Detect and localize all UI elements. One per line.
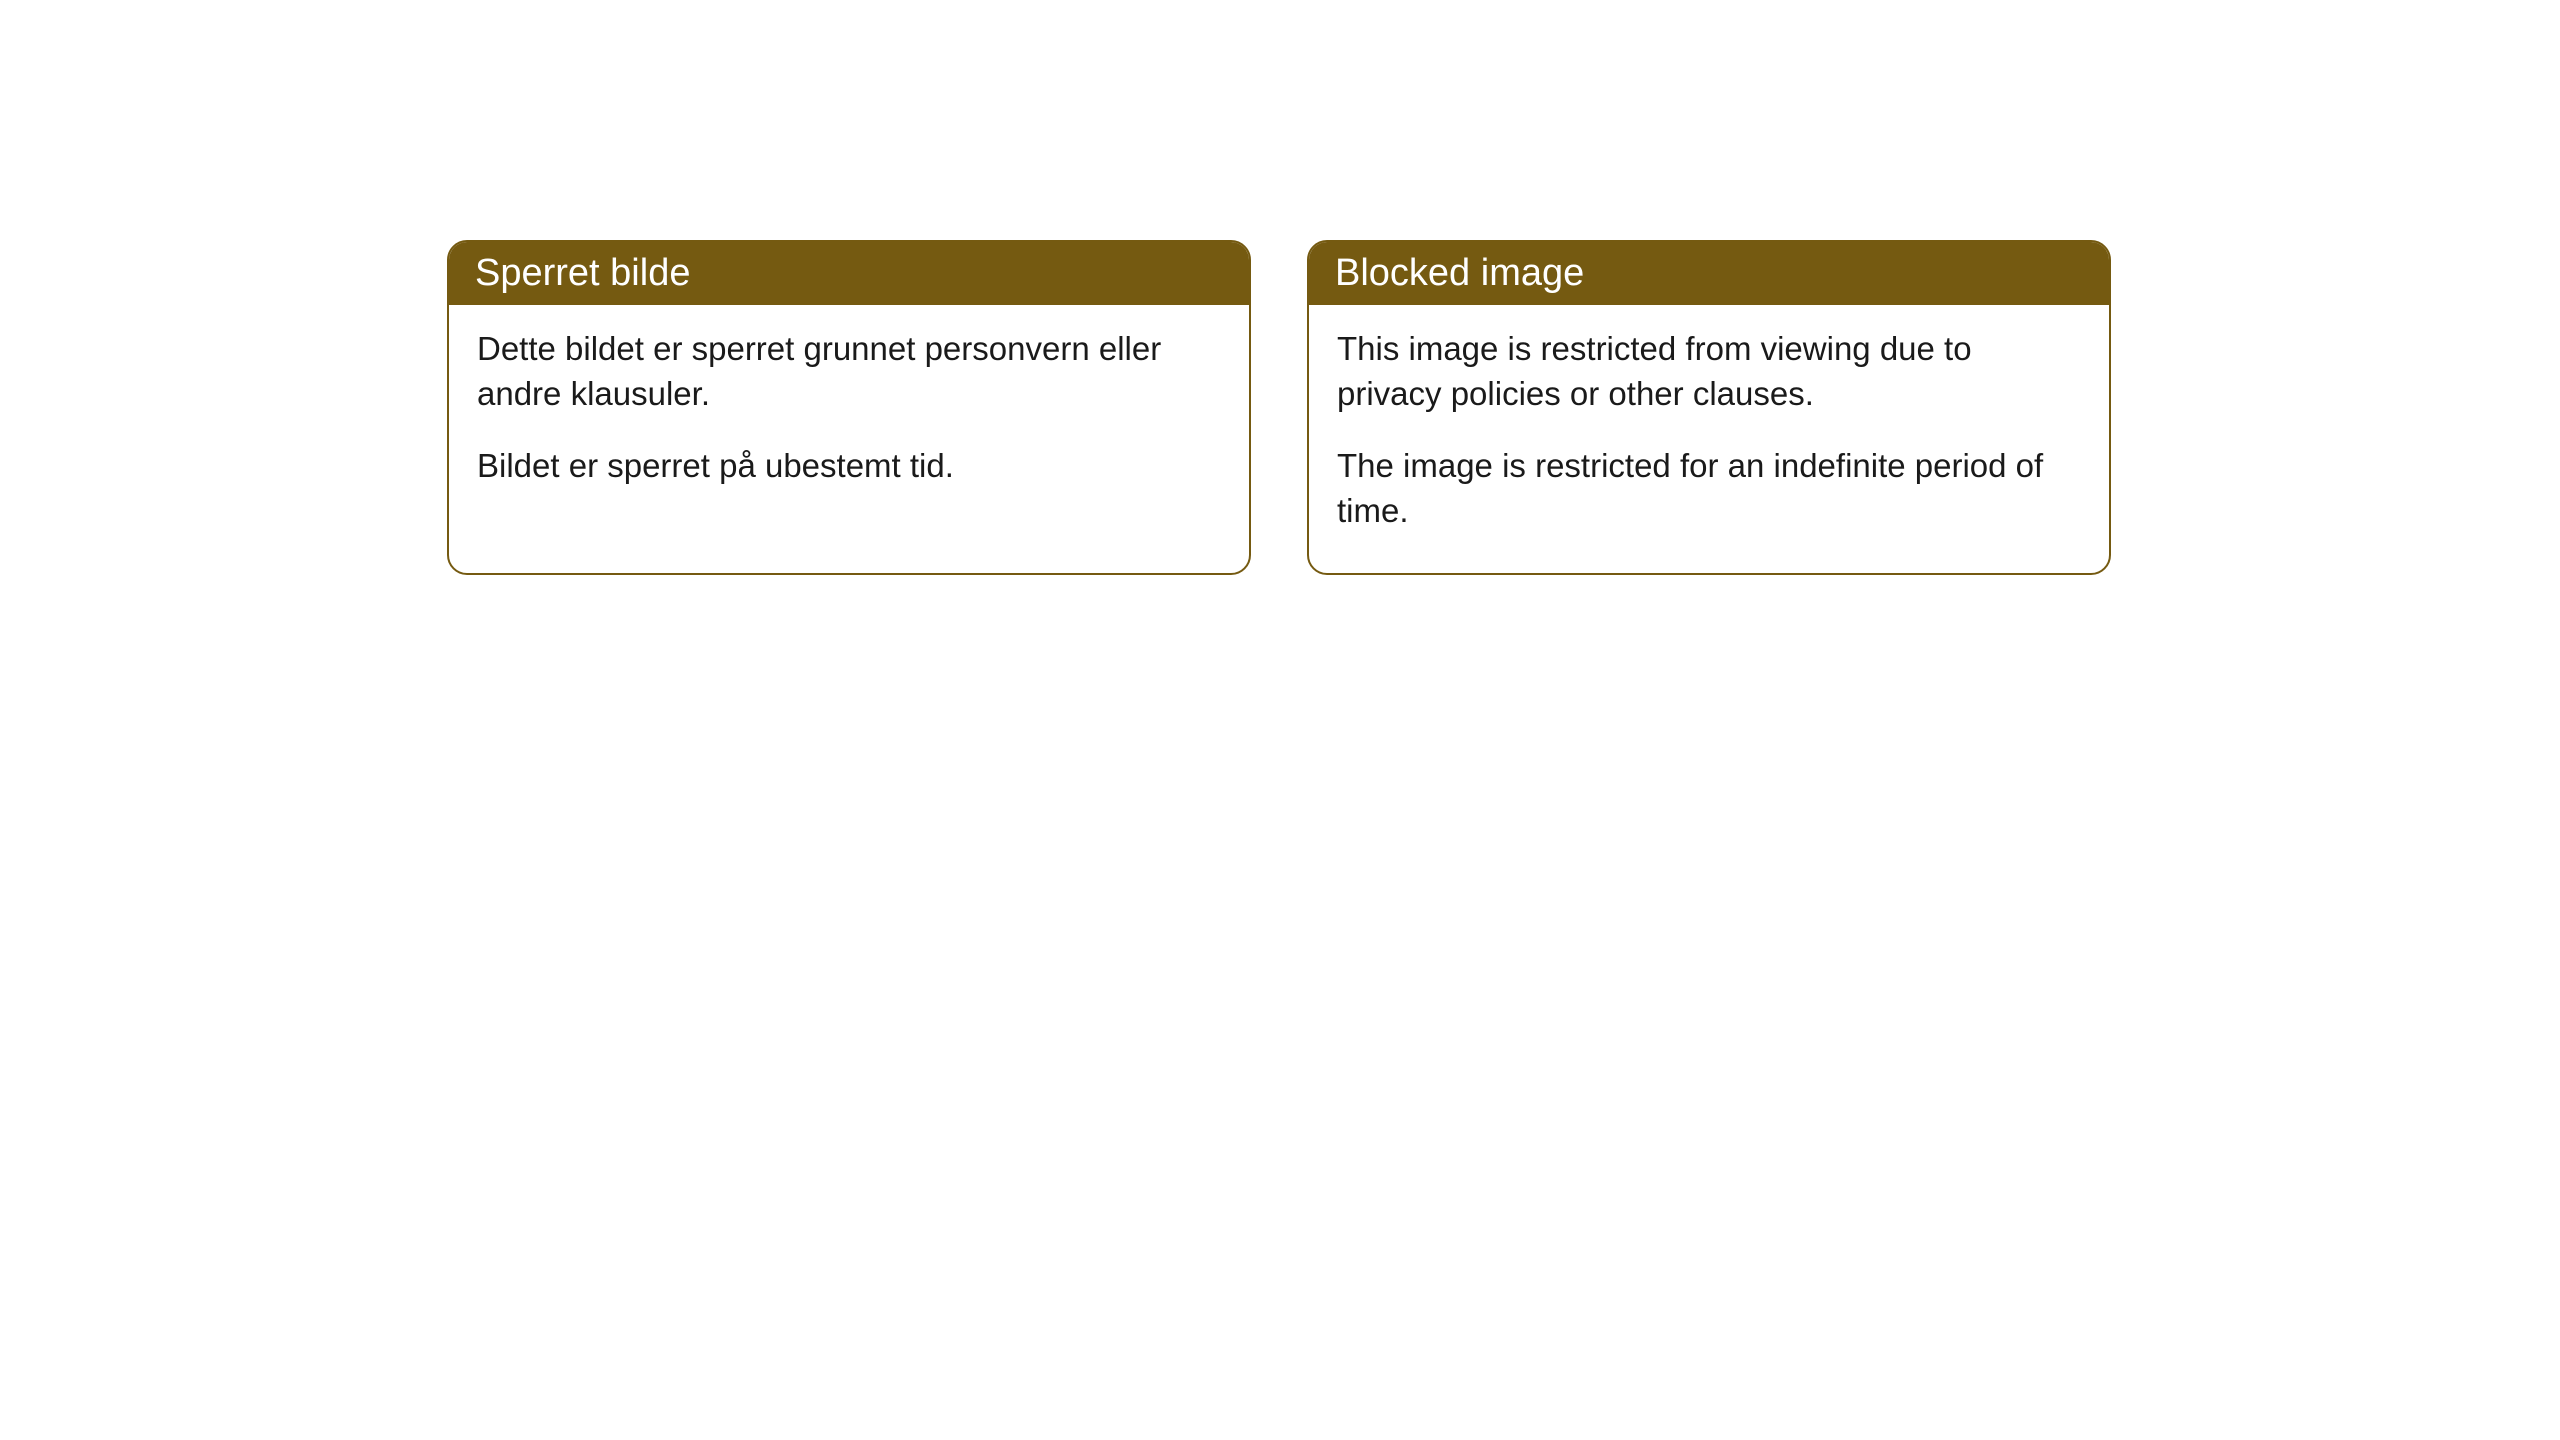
blocked-image-card-norwegian: Sperret bilde Dette bildet er sperret gr…	[447, 240, 1251, 575]
card-body-norwegian: Dette bildet er sperret grunnet personve…	[449, 305, 1249, 529]
card-paragraph: Dette bildet er sperret grunnet personve…	[477, 327, 1221, 416]
card-body-english: This image is restricted from viewing du…	[1309, 305, 2109, 573]
card-title: Sperret bilde	[475, 252, 690, 294]
card-paragraph: The image is restricted for an indefinit…	[1337, 444, 2081, 533]
card-header-english: Blocked image	[1309, 242, 2109, 305]
card-paragraph: This image is restricted from viewing du…	[1337, 327, 2081, 416]
notice-cards-container: Sperret bilde Dette bildet er sperret gr…	[447, 240, 2111, 575]
card-title: Blocked image	[1335, 252, 1584, 294]
blocked-image-card-english: Blocked image This image is restricted f…	[1307, 240, 2111, 575]
card-header-norwegian: Sperret bilde	[449, 242, 1249, 305]
card-paragraph: Bildet er sperret på ubestemt tid.	[477, 444, 1221, 489]
